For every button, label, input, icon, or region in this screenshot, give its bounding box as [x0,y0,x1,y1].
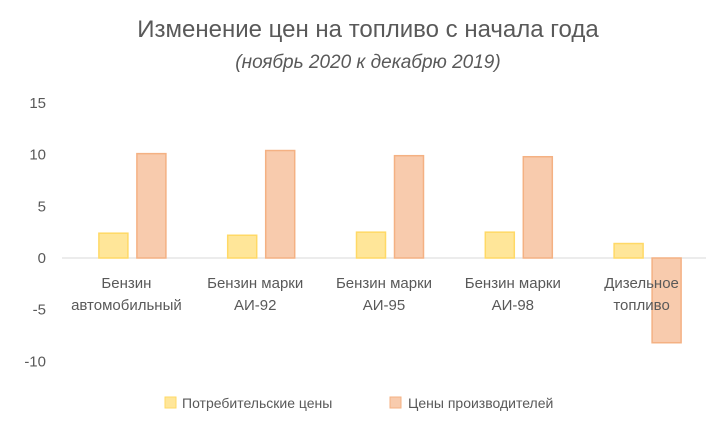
category-label: автомобильный [71,297,182,314]
chart-subtitle: (ноябрь 2020 к декабрю 2019) [235,52,501,73]
category-label: топливо [613,297,669,314]
y-tick-label: 5 [38,198,46,215]
chart-title: Изменение цен на топливо с начала года [137,16,599,43]
y-tick-label: -5 [33,302,46,319]
legend-label-0: Потребительские цены [182,395,332,411]
bar-consumer-3 [484,231,516,259]
bar-consumer-1 [226,234,258,259]
legend-label-1: Цены производителей [408,395,553,411]
y-tick-label: -10 [24,353,46,370]
category-label: Бензин марки [207,275,303,292]
category-label: АИ-95 [363,297,405,314]
bar-producer-4 [651,257,682,344]
bar-producer-0 [136,152,167,259]
y-tick-label: 10 [29,147,46,164]
bar-consumer-2 [355,231,387,259]
category-label: Бензин марки [336,275,432,292]
bar-producer-3 [522,155,554,259]
bar-producer-1 [264,149,296,259]
bar-consumer-0 [98,232,129,259]
category-label: АИ-98 [492,297,534,314]
category-label: АИ-92 [234,297,276,314]
legend-swatch-0 [164,396,177,409]
category-label: Бензин марки [465,275,561,292]
bar-producer-2 [393,154,425,259]
category-label: Дизельное [604,275,679,292]
y-tick-label: 15 [29,95,46,112]
y-tick-label: 0 [38,250,46,267]
bar-consumer-4 [613,242,644,259]
legend-swatch-1 [389,396,402,409]
category-label: Бензин [101,275,151,292]
